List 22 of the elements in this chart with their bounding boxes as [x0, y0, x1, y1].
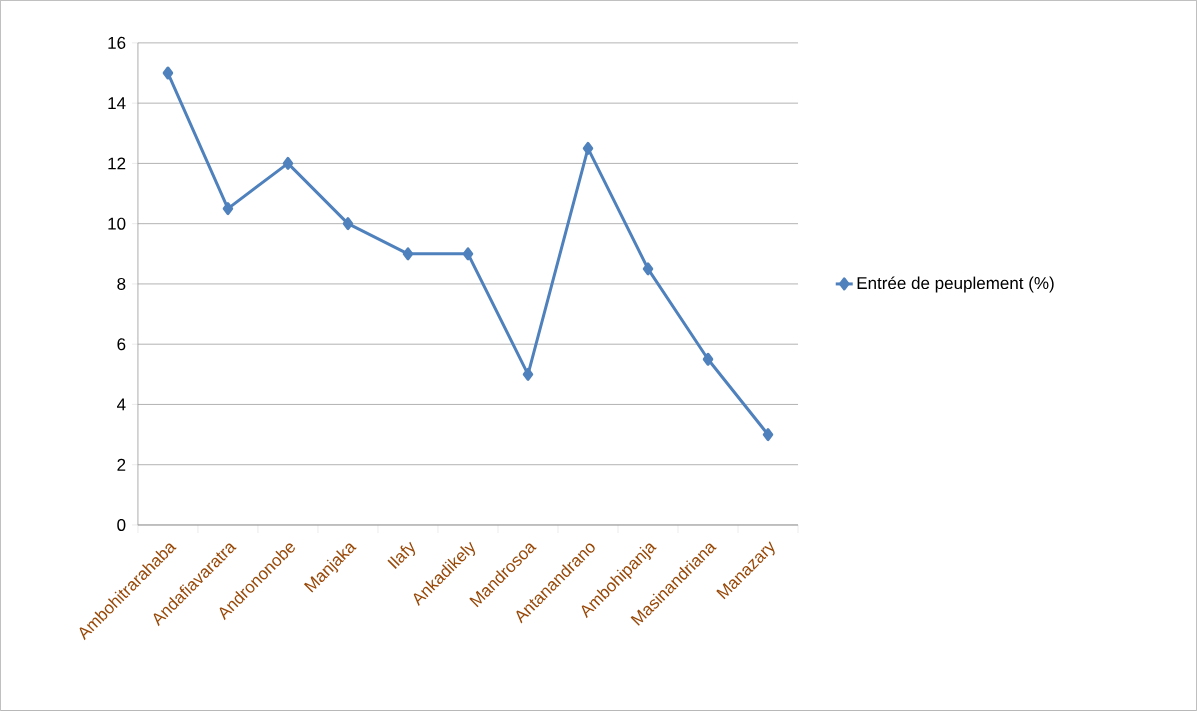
point — [222, 202, 234, 216]
point — [462, 247, 474, 261]
point — [702, 352, 714, 366]
point — [162, 66, 174, 80]
legend-label: Entrée de peuplement (%) — [857, 276, 1054, 293]
point — [342, 217, 354, 231]
y-tick-label: 16 — [108, 36, 126, 49]
point — [642, 262, 654, 276]
y-tick-label: 14 — [108, 97, 126, 110]
y-tick-label: 10 — [108, 217, 126, 230]
point — [522, 367, 534, 381]
y-tick-label: 0 — [117, 519, 126, 532]
point — [402, 247, 414, 261]
y-tick-label: 6 — [117, 338, 126, 351]
y-tick-label: 12 — [108, 157, 126, 170]
y-tick-label: 8 — [117, 277, 126, 291]
point — [582, 141, 594, 155]
y-tick-label: 4 — [117, 398, 126, 411]
point — [282, 156, 294, 170]
y-tick-label: 2 — [117, 458, 126, 471]
point — [762, 428, 774, 442]
x-tick-label: Ilafy — [387, 541, 416, 569]
